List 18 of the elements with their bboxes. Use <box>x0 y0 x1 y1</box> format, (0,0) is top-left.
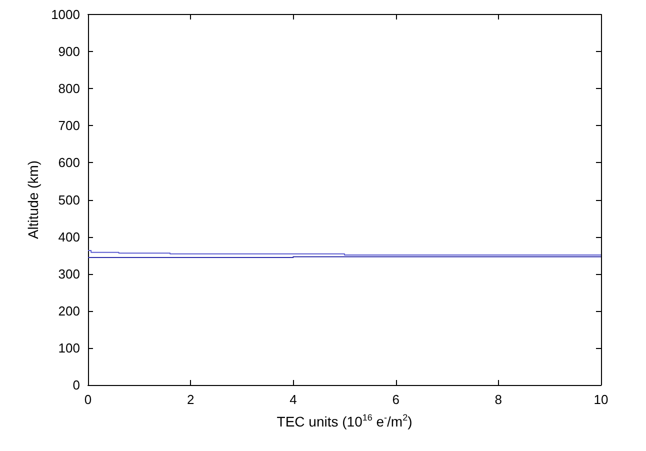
y-tick-label: 900 <box>58 44 80 60</box>
y-tick-label: 0 <box>72 378 80 392</box>
x-tick-label: 8 <box>494 392 502 407</box>
y-tick-label: 700 <box>58 118 80 134</box>
y-tick-label: 800 <box>58 81 80 96</box>
x-tick-label: 0 <box>84 392 92 407</box>
y-tick-label: 600 <box>58 155 80 170</box>
x-tick-label: 2 <box>186 392 194 407</box>
y-tick-label: 500 <box>58 192 80 208</box>
y-tick-label: 300 <box>58 266 80 282</box>
y-tick-label: 1000 <box>51 7 80 22</box>
y-tick-label: 100 <box>58 340 80 356</box>
x-tick-label: 10 <box>594 392 608 407</box>
y-axis-title: Altitude (km) <box>25 160 42 240</box>
x-tick-label: 4 <box>290 392 297 407</box>
y-tick-label: 200 <box>58 303 80 318</box>
x-tick-label: 6 <box>392 392 400 407</box>
y-tick-label: 400 <box>58 229 80 244</box>
